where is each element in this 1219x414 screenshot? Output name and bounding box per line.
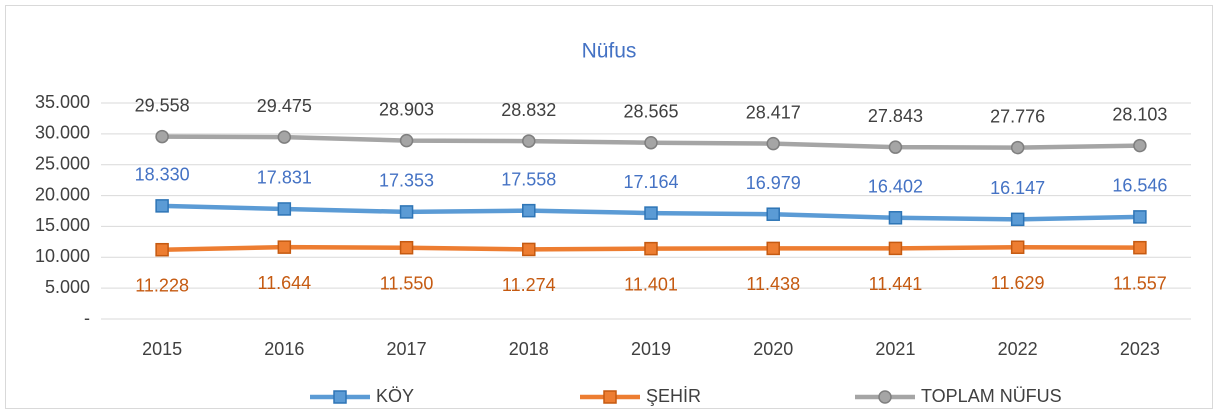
data-point	[888, 140, 903, 154]
data-label: 27.843	[868, 106, 923, 126]
y-tick-label: 30.000	[35, 123, 90, 143]
data-point	[155, 129, 169, 144]
data-point	[522, 134, 536, 148]
data-point	[766, 207, 780, 221]
y-tick-label: 25.000	[35, 153, 90, 173]
data-point	[644, 241, 658, 256]
data-point	[644, 206, 658, 220]
data-point	[766, 241, 780, 256]
data-point	[1010, 212, 1025, 227]
data-point	[399, 240, 414, 255]
data-label: 11.401	[624, 274, 678, 294]
data-label: 11.274	[502, 275, 556, 295]
data-point	[399, 205, 414, 219]
data-point	[155, 199, 169, 213]
data-label: 11.438	[746, 274, 800, 294]
data-label: 11.441	[869, 274, 923, 294]
data-label: 18.330	[135, 165, 190, 185]
data-label: 29.475	[257, 96, 312, 116]
data-point	[277, 202, 292, 216]
x-tick-label: 2017	[387, 339, 427, 359]
legend-label: TOPLAM NÜFUS	[921, 386, 1062, 406]
data-label: 11.629	[991, 273, 1045, 293]
data-label: 17.558	[501, 169, 556, 189]
data-point	[1010, 240, 1025, 254]
data-label: 11.228	[135, 275, 189, 295]
data-point	[277, 130, 292, 144]
x-tick-label: 2018	[509, 339, 549, 359]
data-label: 11.644	[257, 273, 311, 293]
data-point	[1133, 240, 1147, 255]
data-point	[1010, 140, 1025, 155]
data-point	[277, 240, 292, 254]
x-tick-label: 2022	[998, 339, 1038, 359]
y-tick-label: 20.000	[35, 184, 90, 204]
data-label: 16.546	[1112, 176, 1167, 196]
data-label: 17.353	[379, 171, 434, 191]
data-label: 27.776	[990, 106, 1045, 126]
chart-title: Nüfus	[582, 40, 637, 63]
data-label: 17.831	[257, 168, 312, 188]
y-tick-label: 10.000	[35, 246, 90, 266]
data-label: 16.402	[868, 177, 923, 197]
x-tick-label: 2016	[264, 339, 304, 359]
data-label: 28.565	[623, 101, 678, 121]
y-tick-label: 35.000	[35, 92, 90, 112]
data-point	[1133, 138, 1147, 153]
data-point	[1133, 210, 1147, 224]
data-point	[644, 135, 658, 150]
data-label: 28.103	[1112, 104, 1167, 124]
legend-label: ŞEHİR	[646, 386, 701, 406]
data-label: 11.550	[380, 273, 434, 293]
legend-marker	[333, 390, 347, 404]
x-tick-label: 2015	[142, 339, 182, 359]
data-label: 16.147	[990, 178, 1045, 198]
legend-label: KÖY	[376, 386, 414, 406]
y-tick-label: -	[84, 308, 90, 328]
y-tick-label: 15.000	[35, 215, 90, 235]
legend-marker	[603, 390, 617, 404]
x-tick-label: 2021	[875, 339, 915, 359]
data-point	[522, 242, 536, 257]
legend-marker	[878, 390, 892, 404]
x-tick-label: 2020	[753, 339, 793, 359]
data-point	[522, 203, 536, 218]
data-label: 28.903	[379, 99, 434, 119]
data-label: 16.979	[746, 173, 801, 193]
x-tick-label: 2019	[631, 339, 671, 359]
data-label: 11.557	[1113, 273, 1167, 293]
data-point	[888, 241, 903, 256]
data-label: 17.164	[623, 172, 678, 192]
data-label: 29.558	[135, 95, 190, 115]
data-point	[888, 211, 903, 225]
data-point	[155, 242, 169, 257]
data-point	[399, 133, 414, 148]
data-label: 28.832	[501, 100, 556, 120]
x-tick-label: 2023	[1120, 339, 1160, 359]
data-label: 28.417	[746, 102, 801, 122]
y-tick-label: 5.000	[45, 277, 90, 297]
data-point	[766, 136, 780, 151]
